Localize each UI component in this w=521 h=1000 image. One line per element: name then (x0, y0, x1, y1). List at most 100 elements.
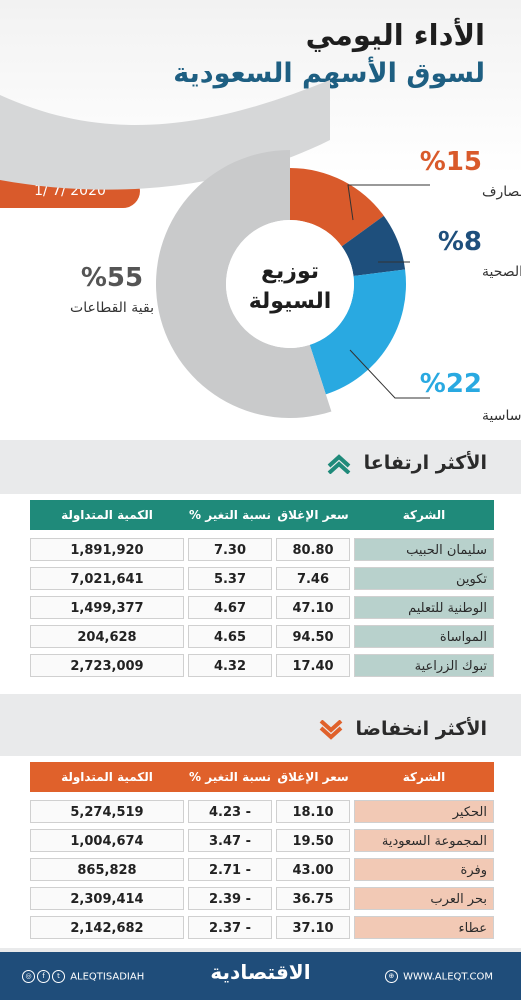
cell-volume: 2,309,414 (30, 887, 184, 910)
slice-percent-label: %55 (81, 263, 143, 293)
facebook-icon[interactable]: f (37, 970, 50, 983)
donut-slice (155, 150, 332, 418)
column-header: الشركة (402, 770, 446, 784)
column-header: الكمية المتداولة (61, 770, 153, 784)
cell-change: 4.23 - (188, 800, 272, 823)
table-row: الحكير 18.10 4.23 -5,274,519 (30, 800, 494, 823)
footer-social-handle: ALEQTISADIAH (70, 971, 145, 983)
slice-percent-label: %22 (420, 369, 482, 399)
cell-company: سليمان الحبيب (354, 538, 494, 561)
footer-social: ◎ f t ALEQTISADIAH (22, 970, 144, 983)
footer-website: ⊕ WWW.ALEQT.COM (384, 970, 493, 983)
donut-hole (226, 220, 354, 348)
cell-change: 3.47 - (188, 829, 272, 852)
cell-change: 4.65 (188, 625, 272, 648)
table-row: المجموعة السعودية 19.50 3.47 -1,004,674 (30, 829, 494, 852)
table-row: تبوك الزراعية 17.40 4.32 2,723,009 (30, 654, 494, 677)
donut-slice (290, 168, 384, 247)
column-header: سعر الإغلاق (277, 508, 349, 522)
cell-company: الوطنية للتعليم (354, 596, 494, 619)
cell-change: 7.30 (188, 538, 272, 561)
slice-percent-label: %15 (420, 147, 482, 177)
table-row: المواساة 94.50 4.65 204,628 (30, 625, 494, 648)
table-row: سليمان الحبيب 80.80 7.30 1,891,920 (30, 538, 494, 561)
cell-company: تبوك الزراعية (354, 654, 494, 677)
column-header: الكمية المتداولة (61, 508, 153, 522)
cell-volume: 1,004,674 (30, 829, 184, 852)
cell-change: 2.37 - (188, 916, 272, 939)
cell-volume: 7,021,641 (30, 567, 184, 590)
slice-name-label: الرعاية الصحية (482, 264, 521, 280)
center-label-line2: السيولة (249, 289, 332, 314)
cell-company: عطاء (354, 916, 494, 939)
slice-name-label: المصارف (482, 184, 521, 200)
cell-company: بحر العرب (354, 887, 494, 910)
cell-volume: 1,891,920 (30, 538, 184, 561)
up-arrows-icon (327, 453, 351, 474)
cell-company: الحكير (354, 800, 494, 823)
slice-name-label: بقية القطاعات (70, 300, 154, 316)
table-row: وفرة 43.00 2.71 -865,828 (30, 858, 494, 881)
cell-volume: 2,723,009 (30, 654, 184, 677)
table-row: الوطنية للتعليم 47.10 4.67 1,499,377 (30, 596, 494, 619)
cell-close: 36.75 (276, 887, 350, 910)
page-title: الأداء اليومي (305, 18, 485, 52)
column-header: نسبة التغير % (189, 508, 271, 522)
donut-slice (309, 269, 406, 395)
cell-close: 7.46 (276, 567, 350, 590)
instagram-icon[interactable]: ◎ (22, 970, 35, 983)
column-header: نسبة التغير % (189, 770, 271, 784)
liquidity-donut-chart: توزيع السيولة %15المصارف %8الرعاية الصحية… (0, 80, 521, 424)
chart-panel: الأداء اليومي لسوق الأسهم السعودية 1/ 7/… (0, 0, 521, 440)
cell-close: 94.50 (276, 625, 350, 648)
cell-volume: 5,274,519 (30, 800, 184, 823)
leader-line (349, 349, 430, 399)
cell-volume: 2,142,682 (30, 916, 184, 939)
table-header: الشركة سعر الإغلاق نسبة التغير % الكمية الم… (30, 500, 494, 530)
column-header: الشركة (402, 508, 446, 522)
gainers-title: الأكثر ارتفاعا (327, 452, 487, 474)
slice-name-label: المواد الأساسية (482, 406, 521, 424)
column-header: سعر الإغلاق (277, 770, 349, 784)
callout-leaders (347, 184, 430, 399)
footer: ◎ f t ALEQTISADIAH الاقتصادية ⊕ WWW.ALEQT.… (0, 952, 521, 1000)
cell-close: 17.40 (276, 654, 350, 677)
cell-company: وفرة (354, 858, 494, 881)
losers-table: الشركة سعر الإغلاق نسبة التغير % الكمية الم… (0, 756, 521, 948)
table-row: تكوين 7.46 5.37 7,021,641 (30, 567, 494, 590)
center-label-line1: توزيع (261, 259, 319, 284)
cell-volume: 204,628 (30, 625, 184, 648)
cell-company: تكوين (354, 567, 494, 590)
cell-change: 4.32 (188, 654, 272, 677)
losers-section-bar: الأكثر انخفاضا (0, 704, 521, 758)
cell-close: 80.80 (276, 538, 350, 561)
footer-logo: الاقتصادية (210, 960, 311, 984)
table-row: بحر العرب 36.75 2.39 -2,309,414 (30, 887, 494, 910)
web-icon: ⊕ (384, 970, 398, 983)
twitter-icon[interactable]: t (52, 970, 65, 983)
gainers-section-bar: الأكثر ارتفاعا (0, 440, 521, 494)
donut-slices (155, 150, 406, 418)
cell-change: 4.67 (188, 596, 272, 619)
gainers-table: الشركة سعر الإغلاق نسبة التغير % الكمية الم… (0, 494, 521, 694)
cell-change: 2.39 - (188, 887, 272, 910)
slice-percent-label: %8 (438, 227, 482, 257)
table-header: الشركة سعر الإغلاق نسبة التغير % الكمية الم… (30, 762, 494, 792)
cell-close: 47.10 (276, 596, 350, 619)
cell-close: 43.00 (276, 858, 350, 881)
cell-volume: 865,828 (30, 858, 184, 881)
table-row: عطاء 37.10 2.37 -2,142,682 (30, 916, 494, 939)
cell-close: 37.10 (276, 916, 350, 939)
slice-labels: %15المصارف %8الرعاية الصحية %22المواد الأس… (70, 147, 521, 424)
cell-close: 18.10 (276, 800, 350, 823)
cell-company: المواساة (354, 625, 494, 648)
cell-change: 2.71 - (188, 858, 272, 881)
leader-line (347, 184, 430, 221)
losers-title: الأكثر انخفاضا (319, 718, 487, 740)
cell-volume: 1,499,377 (30, 596, 184, 619)
cell-close: 19.50 (276, 829, 350, 852)
cell-company: المجموعة السعودية (354, 829, 494, 852)
donut-slice (341, 215, 406, 276)
footer-website-text: WWW.ALEQT.COM (403, 971, 493, 983)
down-arrows-icon (319, 719, 343, 740)
